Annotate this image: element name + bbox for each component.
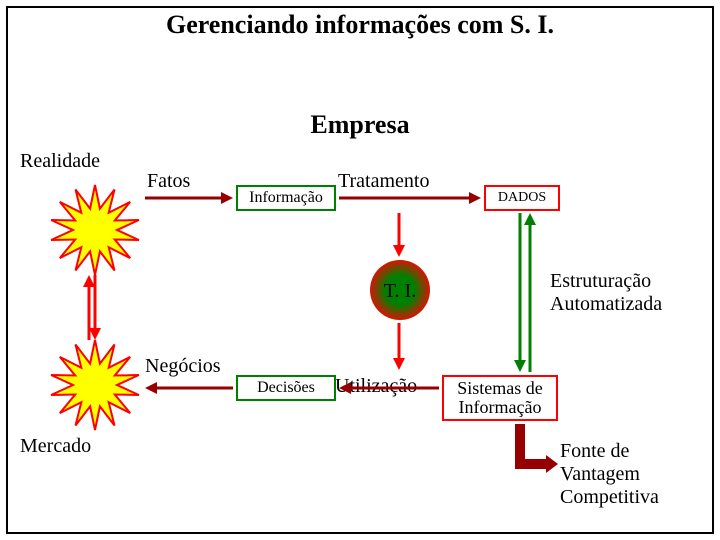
label-fatos: Fatos [147,170,190,193]
box-decisoes: Decisões [236,375,336,401]
label-utilizacao: Utilização [335,375,417,398]
label-tratamento: Tratamento [338,170,429,193]
label-estruturacao: Estruturação Automatizada [550,270,662,316]
slide-subtitle: Empresa [0,110,720,140]
box-dados: DADOS [484,185,560,211]
slide-title: Gerenciando informações com S. I. [0,10,720,40]
label-negocios: Negócios [145,355,221,378]
box-informacao: Informação [236,185,336,211]
label-mercado: Mercado [20,435,91,458]
label-fonte: Fonte de Vantagem Competitiva [560,440,659,509]
label-realidade: Realidade [20,150,100,173]
box-sistemas: Sistemas de Informação [442,375,558,421]
